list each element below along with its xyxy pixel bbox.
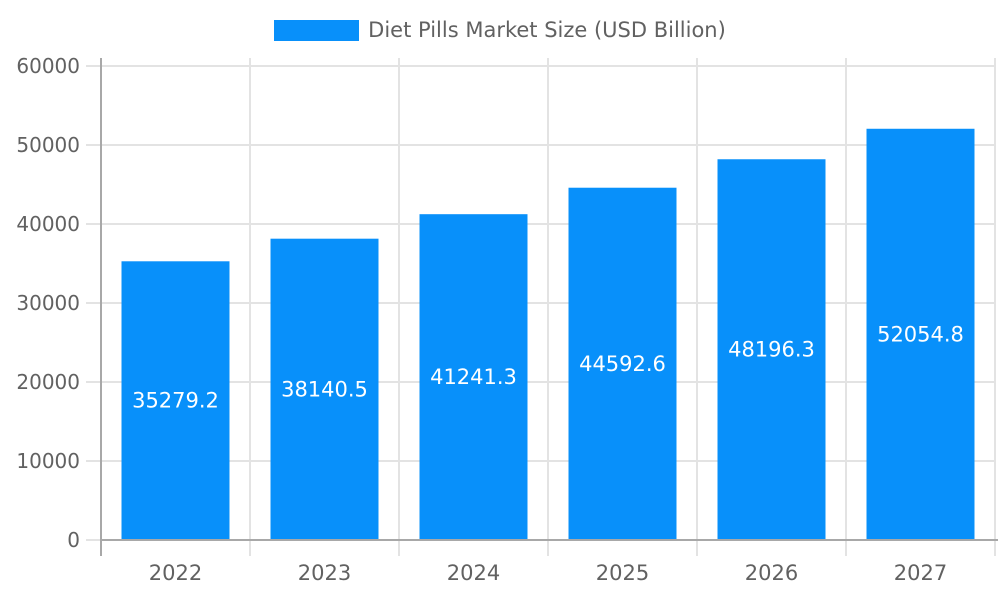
bar <box>568 187 677 541</box>
x-tick-label: 2025 <box>596 561 649 585</box>
y-tick-label: 60000 <box>16 54 80 78</box>
y-tick-label: 50000 <box>16 133 80 157</box>
legend-item[interactable]: Diet Pills Market Size (USD Billion) <box>274 18 726 43</box>
bar <box>717 159 826 540</box>
bar <box>419 214 528 540</box>
y-tick-label: 20000 <box>16 370 80 394</box>
bar <box>121 261 230 540</box>
legend: Diet Pills Market Size (USD Billion) <box>0 18 1000 43</box>
y-tick-label: 40000 <box>16 212 80 236</box>
bar-value-label: 52054.8 <box>877 322 964 346</box>
x-tick-label: 2022 <box>149 561 202 585</box>
y-tick-label: 0 <box>67 528 80 552</box>
bar-value-label: 35279.2 <box>132 389 219 413</box>
bar <box>866 128 975 540</box>
bar-value-label: 38140.5 <box>281 377 368 401</box>
bar-value-label: 48196.3 <box>728 338 815 362</box>
bar <box>270 238 379 540</box>
y-tick-label: 10000 <box>16 449 80 473</box>
bar-value-label: 41241.3 <box>430 365 517 389</box>
legend-label: Diet Pills Market Size (USD Billion) <box>368 18 726 42</box>
x-tick-label: 2023 <box>298 561 351 585</box>
x-tick-label: 2026 <box>745 561 798 585</box>
y-tick-label: 30000 <box>16 291 80 315</box>
x-tick-label: 2024 <box>447 561 500 585</box>
bar-value-label: 44592.6 <box>579 352 666 376</box>
legend-swatch-icon <box>274 20 360 41</box>
x-tick-label: 2027 <box>894 561 947 585</box>
